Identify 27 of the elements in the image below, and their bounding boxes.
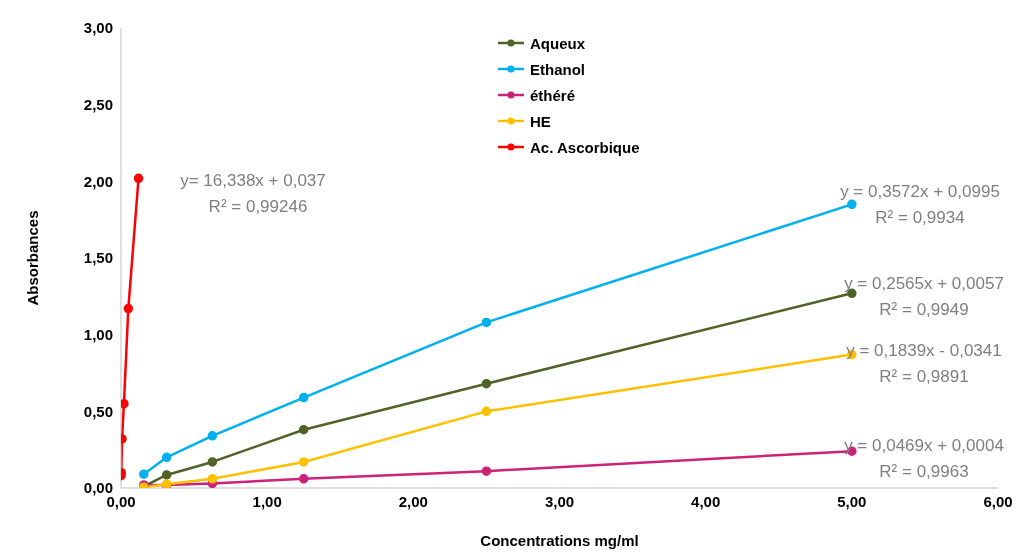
annotation: y = 0,2565x + 0,0057 (844, 274, 1004, 293)
x-tick-label: 5,00 (837, 492, 867, 510)
legend-label: Aqueux (530, 34, 586, 52)
x-tick-label: 2,00 (398, 492, 428, 510)
annotation: R² = 0,9934 (875, 208, 965, 227)
x-tick-label: 3,00 (544, 492, 575, 510)
legend-label: Ethanol (530, 60, 585, 78)
y-axis-title: Absorbances (24, 210, 42, 306)
annotation: R² = 0,9949 (879, 300, 969, 319)
annotation: y = 0,3572x + 0,0995 (840, 182, 1000, 201)
y-tick-label: 3,00 (83, 19, 113, 37)
x-axis-title: Concentrations mg/ml (480, 532, 639, 549)
legend-label: éthéré (530, 86, 576, 104)
annotation: y= 16,338x + 0,037 (180, 171, 326, 190)
annotation: R² = 0,9891 (879, 367, 969, 386)
x-tick-label: 1,00 (252, 492, 282, 510)
y-tick-label: 0,50 (83, 402, 113, 420)
y-tick-label: 1,00 (83, 325, 113, 343)
legend-label: HE (530, 112, 551, 130)
annotation: R² = 0,99246 (208, 197, 308, 216)
y-tick-label: 1,50 (83, 249, 113, 267)
legend-label: Ac. Ascorbique (530, 138, 640, 156)
y-tick-label: 2,00 (83, 172, 113, 190)
x-tick-label: 6,00 (983, 492, 1013, 510)
x-tick-label: 4,00 (691, 492, 721, 510)
y-tick-label: 2,50 (83, 95, 113, 113)
annotation: R² = 0,9963 (879, 462, 969, 481)
